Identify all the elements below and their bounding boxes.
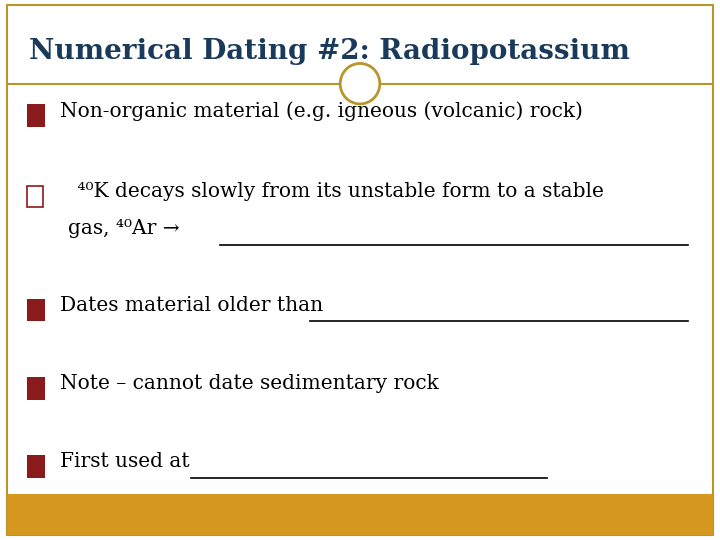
FancyBboxPatch shape	[27, 455, 45, 478]
FancyBboxPatch shape	[7, 5, 713, 535]
Text: First used at: First used at	[60, 452, 189, 471]
Text: Non-organic material (e.g. igneous (volcanic) rock): Non-organic material (e.g. igneous (volc…	[60, 101, 582, 120]
Text: Dates material older than: Dates material older than	[60, 295, 323, 315]
Text: Numerical Dating #2: Radiopotassium: Numerical Dating #2: Radiopotassium	[29, 38, 630, 65]
Text: Note – cannot date sedimentary rock: Note – cannot date sedimentary rock	[60, 374, 438, 393]
Text: gas, ⁴⁰Ar →: gas, ⁴⁰Ar →	[68, 219, 180, 239]
Text: ⁴⁰K decays slowly from its unstable form to a stable: ⁴⁰K decays slowly from its unstable form…	[71, 182, 603, 201]
FancyBboxPatch shape	[27, 299, 45, 321]
FancyBboxPatch shape	[27, 186, 43, 207]
FancyBboxPatch shape	[27, 104, 45, 127]
Ellipse shape	[340, 63, 380, 104]
FancyBboxPatch shape	[27, 377, 45, 400]
FancyBboxPatch shape	[7, 494, 713, 535]
